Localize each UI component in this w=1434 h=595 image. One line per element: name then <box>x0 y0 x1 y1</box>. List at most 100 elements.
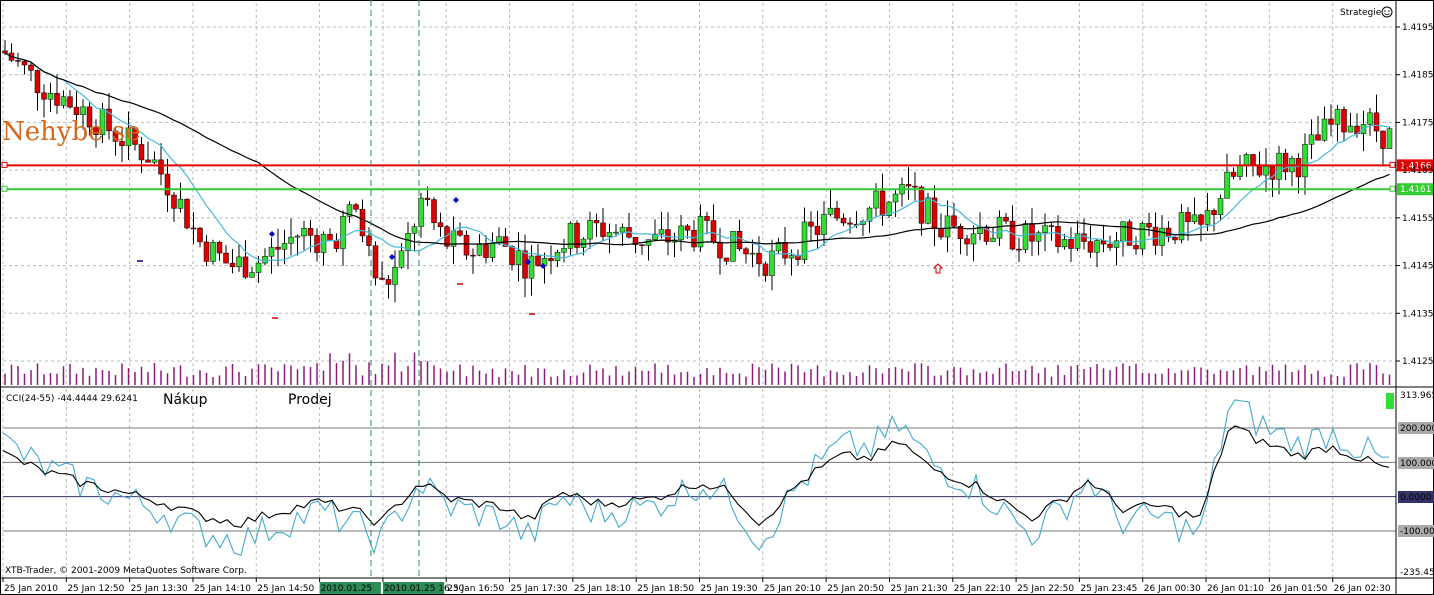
bull-candle <box>619 227 626 233</box>
bear-candle <box>463 235 470 256</box>
bear-candle <box>1055 226 1061 247</box>
cci-axis-label: -100.0000 <box>1400 527 1434 537</box>
bull-candle <box>411 226 418 234</box>
bear-candle <box>600 222 606 237</box>
bull-candle <box>827 207 834 215</box>
bull-candle <box>515 250 522 265</box>
bear-candle <box>717 241 723 259</box>
candlesticks <box>2 40 1393 303</box>
bull-candle <box>340 216 346 249</box>
bull-candle <box>697 216 704 248</box>
bear-candle <box>190 227 197 230</box>
bear-candle <box>1068 239 1074 249</box>
bull-candle <box>1120 221 1126 242</box>
buy-annotation: Nákup <box>163 392 208 408</box>
bear-candle <box>1328 118 1334 125</box>
level-handle[interactable] <box>1389 185 1396 192</box>
bull-candle <box>1217 198 1224 215</box>
bull-candle <box>268 246 275 257</box>
bull-candle <box>255 262 262 273</box>
bull-candle <box>1347 125 1354 133</box>
price-levels[interactable]: 1.4166 1.4161 <box>1 159 1433 196</box>
bear-candle <box>1198 214 1204 225</box>
bull-candle <box>1094 240 1100 253</box>
bear-candle <box>834 207 840 219</box>
bull-candle <box>1178 212 1185 241</box>
bear-candle <box>171 194 177 209</box>
level-handle[interactable] <box>1389 161 1396 168</box>
bull-candle <box>821 214 827 235</box>
smiley-icon[interactable] <box>1381 6 1393 18</box>
bear-candle <box>28 64 34 71</box>
bull-candle <box>1042 225 1048 233</box>
diamond-marker <box>269 231 275 237</box>
bull-candle <box>151 159 158 163</box>
bear-candle <box>203 241 210 262</box>
bear-candle <box>119 141 125 146</box>
price-axis-label: 1.4145 <box>1402 262 1434 272</box>
bull-candle <box>1321 118 1328 141</box>
bull-candle <box>489 243 496 258</box>
bull-candle <box>1035 232 1042 242</box>
bull-candle <box>1074 233 1081 249</box>
bear-candle <box>1003 216 1009 222</box>
bear-candle <box>15 60 21 62</box>
level-handle[interactable] <box>1 161 8 168</box>
bear-candle <box>1282 152 1289 173</box>
cci-lines <box>2 399 1390 557</box>
bear-candle <box>710 220 717 243</box>
bear-candle <box>470 254 476 257</box>
watermark-text: Nehybe se <box>2 117 141 147</box>
cci-axis-label: 200.0000 <box>1400 424 1434 434</box>
bear-candle <box>333 240 340 249</box>
price-axis-label: 1.4165 <box>1402 166 1434 176</box>
cci-slow-line <box>2 425 1390 528</box>
bear-candle <box>938 228 944 238</box>
time-axis-label: 25 Jan 22:10 <box>954 584 1011 594</box>
bull-candle <box>866 207 873 222</box>
ma-fast-line <box>4 52 1390 262</box>
bear-candle <box>1048 225 1055 227</box>
level-price-tag <box>1397 159 1433 172</box>
bear-candle <box>593 220 600 224</box>
time-axis-label: 25 Jan 16:50 <box>447 584 504 594</box>
bull-candle <box>476 244 483 256</box>
bear-candle <box>535 255 541 266</box>
bear-candle <box>223 252 229 264</box>
time-axis-label: 25 Jan 20:10 <box>764 584 821 594</box>
diamond-marker <box>453 197 459 203</box>
bear-candle <box>957 225 964 239</box>
bull-candle <box>1061 239 1068 247</box>
cci-axis-label: -235.4502 <box>1400 568 1434 578</box>
bull-candle <box>970 233 977 245</box>
bull-candle <box>1386 128 1393 149</box>
bear-candle <box>1172 236 1178 241</box>
price-axis-label: 1.4125 <box>1402 357 1434 367</box>
bear-candle <box>1230 171 1237 177</box>
bear-candle <box>34 70 41 94</box>
bear-candle <box>73 106 80 116</box>
price-axis-label: 1.4175 <box>1402 118 1434 128</box>
bull-candle <box>1237 164 1243 177</box>
time-axis-label: 25 Jan 19:30 <box>701 584 758 594</box>
bull-candle <box>47 92 54 100</box>
strategy-label: Strategie <box>1340 8 1382 18</box>
bear-candle <box>359 209 366 237</box>
bear-candle <box>112 130 119 142</box>
time-axis-label: 2010.01.25 <box>321 584 373 594</box>
cci-grid <box>2 389 1396 578</box>
bull-candle <box>990 237 996 242</box>
bear-candle <box>1029 223 1035 242</box>
bull-candle <box>1113 240 1120 248</box>
bull-candle <box>236 256 242 268</box>
bull-candle <box>925 197 931 224</box>
bear-candle <box>483 244 489 258</box>
bull-candle <box>398 250 405 268</box>
bull-candle <box>1263 166 1269 176</box>
price-axis-label: 1.4195 <box>1402 23 1434 33</box>
level-handle[interactable] <box>1 185 8 192</box>
level-price-tag <box>1397 183 1433 196</box>
bear-candle <box>1373 112 1380 132</box>
time-axis-label: 25 Jan 17:30 <box>511 584 568 594</box>
